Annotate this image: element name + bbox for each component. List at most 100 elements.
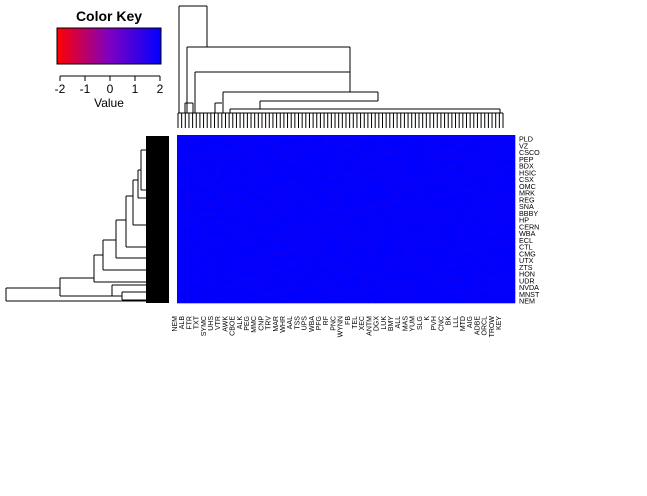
heatmap-cell [206,224,215,228]
heatmap-cell [309,199,317,203]
heatmap-cell [382,227,391,231]
heatmap-cell [184,193,192,197]
heatmap-cell [500,249,508,253]
heatmap-cell [250,233,259,237]
heatmap-cell [390,297,398,301]
heatmap-cell [412,137,420,141]
heatmap-cell [346,191,354,195]
heatmap-cell [412,277,420,281]
heatmap-cell [191,294,200,298]
heatmap-cell [294,227,303,231]
heatmap-cell [191,137,200,141]
heatmap-cell [221,163,229,167]
heatmap-cell [184,165,192,169]
heatmap-cell [331,280,339,284]
heatmap-cell [323,177,332,181]
heatmap-cell [382,249,391,253]
heatmap-cell [441,202,450,206]
heatmap-cell [375,241,384,245]
heatmap-cell [243,216,251,220]
heatmap-cell [257,196,266,200]
heatmap-cell [368,291,376,295]
heatmap-cell [184,174,192,178]
heatmap-cell [368,157,376,161]
heatmap-cell [272,294,281,298]
heatmap-cell [441,135,450,139]
heatmap-cell [235,216,244,220]
heatmap-cell [353,219,361,223]
heatmap-cell [353,171,361,175]
heatmap-cell [375,280,384,284]
heatmap-cell [485,207,494,211]
heatmap-cell [257,216,266,220]
heatmap-cell [272,213,281,217]
heatmap-cell [360,151,369,155]
heatmap-cell [243,286,251,290]
heatmap-cell [382,149,391,153]
heatmap-cell [507,266,516,270]
heatmap-cell [507,249,516,253]
heatmap-cell [177,165,185,169]
heatmap-cell [184,247,192,251]
heatmap-cell [390,269,398,273]
heatmap-cell [184,249,192,253]
heatmap-cell [265,252,273,256]
heatmap-cell [323,135,332,139]
heatmap-cell [441,283,450,287]
heatmap-cell [500,174,508,178]
heatmap-cell [397,247,406,251]
heatmap-cell [426,227,435,231]
heatmap-cell [221,233,229,237]
heatmap-cell [191,188,200,192]
heatmap-cell [235,168,244,172]
heatmap-cell [294,241,303,245]
heatmap-cell [184,154,192,158]
heatmap-cell [287,207,295,211]
heatmap-cell [368,179,376,183]
heatmap-cell [184,235,192,239]
heatmap-cell [265,266,273,270]
heatmap-cell [448,171,457,175]
heatmap-cell [213,269,222,273]
heatmap-cell [301,294,310,298]
heatmap-cell [191,199,200,203]
heatmap-cell [287,140,295,144]
heatmap-cell [346,171,354,175]
heatmap-cell [434,249,442,253]
heatmap-cell [279,289,288,293]
heatmap-cell [287,165,295,169]
heatmap-cell [397,230,406,234]
row-label: WBA [519,229,536,238]
heatmap-cell [323,275,332,279]
heatmap-cell [478,185,486,189]
heatmap-cell [492,177,501,181]
heatmap-cell [235,210,244,214]
column-label: AAL [287,316,294,329]
heatmap-cell [382,297,391,301]
heatmap-cell [243,146,251,150]
heatmap-cell [412,207,420,211]
heatmap-cell [272,140,281,144]
heatmap-cell [206,277,215,281]
column-label: ALK [237,316,244,330]
heatmap-cell [441,213,450,217]
heatmap-cell [331,182,339,186]
heatmap-cell [463,277,472,281]
heatmap-cell [279,286,288,290]
heatmap-cell [265,233,273,237]
heatmap-cell [294,216,303,220]
heatmap-cell [507,221,516,225]
heatmap-cell [426,163,435,167]
heatmap-cell [470,219,479,223]
heatmap-cell [316,207,325,211]
heatmap-cell [257,258,266,262]
heatmap-cell [279,146,288,150]
heatmap-cell [287,247,295,251]
heatmap-cell [250,205,259,209]
heatmap-cell [279,283,288,287]
heatmap-cell [331,154,339,158]
heatmap-cell [404,199,413,203]
heatmap-cell [228,160,237,164]
heatmap-cell [470,207,479,211]
heatmap-cell [419,258,428,262]
